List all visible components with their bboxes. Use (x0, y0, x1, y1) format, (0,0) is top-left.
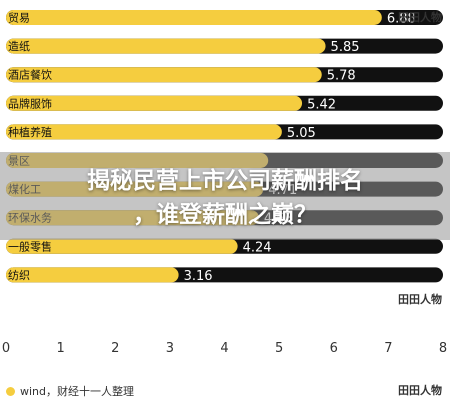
value-label: 4.24 (243, 240, 272, 255)
bar (6, 95, 303, 111)
category-label: 一般零售 (8, 239, 52, 253)
x-tick-label: 3 (166, 341, 174, 356)
value-label: 6.88 (387, 12, 416, 27)
x-tick-label: 2 (111, 341, 119, 356)
banner-title-line2: ，谁登薪酬之巅？ (133, 202, 317, 228)
bar (6, 124, 282, 140)
bar (6, 67, 322, 83)
value-label: 3.16 (184, 269, 213, 284)
x-tick-label: 5 (275, 341, 283, 356)
category-label: 造纸 (8, 39, 30, 53)
legend-dot (6, 386, 15, 396)
legend-label: wind，财经十一人整理 (20, 385, 135, 398)
bar (6, 10, 382, 25)
x-tick-label: 6 (330, 341, 338, 356)
x-tick-label: 0 (2, 341, 10, 356)
value-label: 5.85 (331, 40, 360, 55)
bar (6, 238, 238, 254)
value-label: 5.42 (307, 97, 336, 112)
category-label: 品牌服饰 (8, 96, 52, 110)
watermark-top: 田田人物 (398, 11, 442, 24)
watermark-bottom: 田田人物 (398, 384, 442, 397)
x-tick-label: 7 (384, 341, 392, 356)
category-label: 贸易 (8, 12, 30, 25)
bar (6, 267, 179, 283)
legend: wind，财经十一人整理 (6, 383, 134, 399)
bar (6, 38, 326, 54)
x-tick-label: 1 (56, 341, 64, 356)
title-banner (0, 152, 450, 240)
category-label: 种植养殖 (8, 125, 52, 139)
value-label: 5.78 (327, 69, 356, 84)
watermark-middle: 田田人物 (398, 293, 442, 306)
x-tick-label: 8 (439, 341, 447, 356)
value-label: 5.05 (287, 126, 316, 141)
x-tick-label: 4 (220, 341, 228, 356)
banner-title-line1: 揭秘民营上市公司薪酬排名 (87, 168, 363, 194)
category-label: 酒店餐饮 (8, 68, 52, 82)
category-label: 纺织 (8, 268, 30, 282)
